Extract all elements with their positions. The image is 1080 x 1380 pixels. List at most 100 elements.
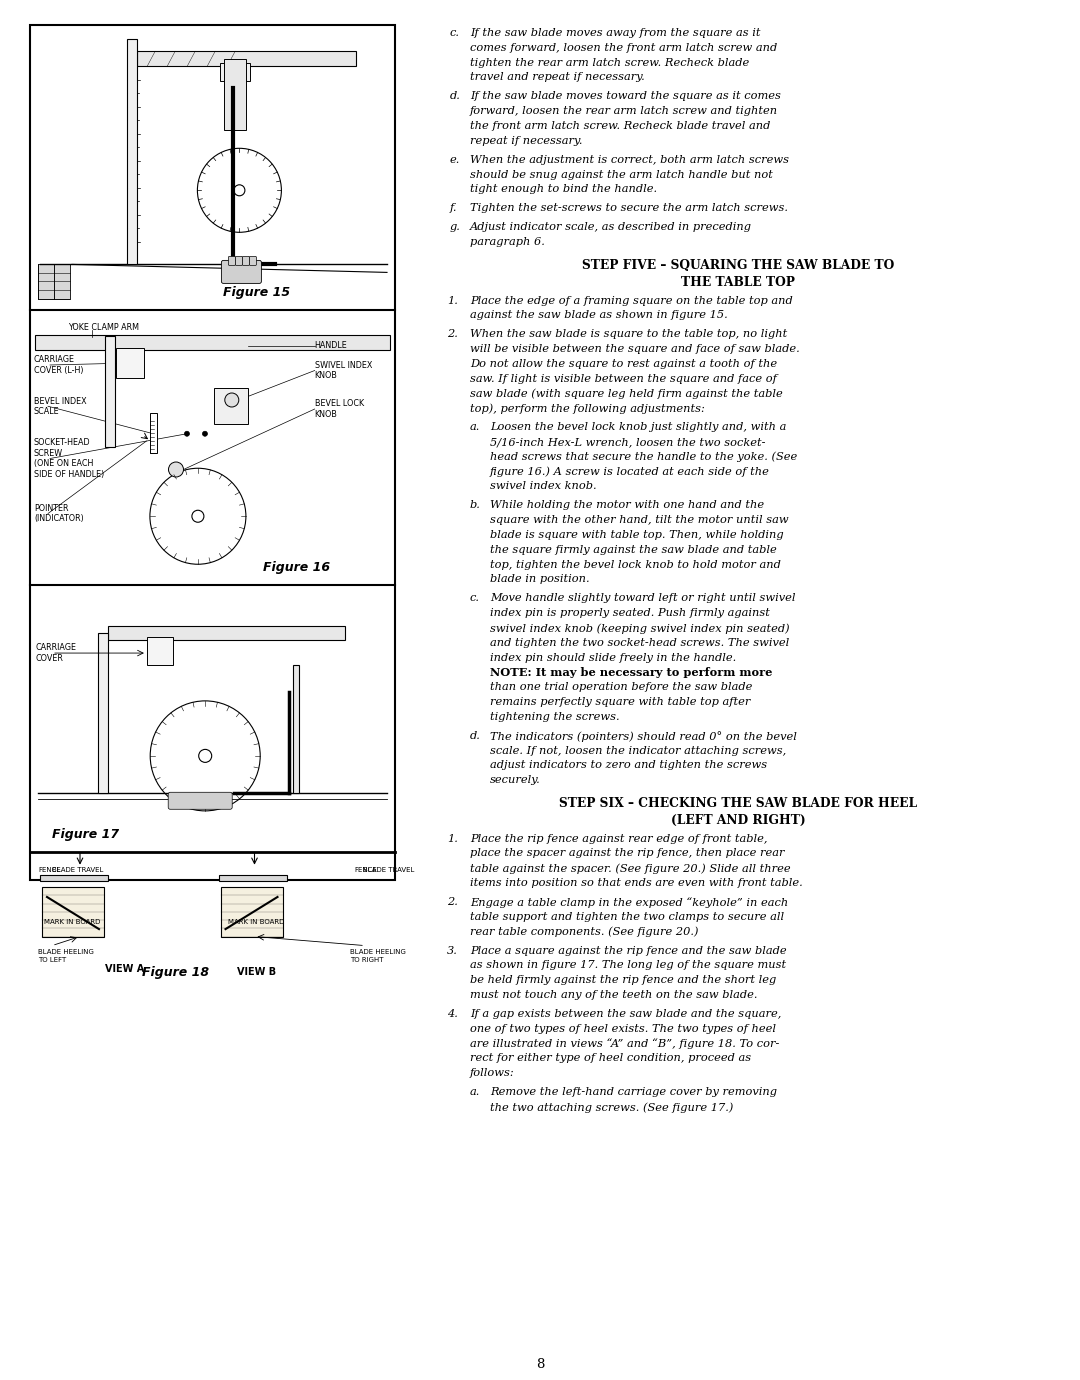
Text: Place the edge of a framing square on the table top and: Place the edge of a framing square on th… bbox=[470, 295, 793, 305]
Text: follows:: follows: bbox=[470, 1068, 515, 1078]
Text: square with the other hand, tilt the motor until saw: square with the other hand, tilt the mot… bbox=[490, 515, 788, 526]
Bar bbox=[214, 388, 247, 424]
Text: must not touch any of the teeth on the saw blade.: must not touch any of the teeth on the s… bbox=[470, 989, 757, 1000]
Text: comes forward, loosen the front arm latch screw and: comes forward, loosen the front arm latc… bbox=[470, 43, 778, 52]
Text: f.: f. bbox=[450, 203, 458, 214]
Text: securely.: securely. bbox=[490, 776, 541, 785]
Text: Figure 17: Figure 17 bbox=[52, 828, 119, 842]
Bar bbox=[218, 875, 286, 880]
Text: saw. If light is visible between the square and face of: saw. If light is visible between the squ… bbox=[470, 374, 777, 384]
Text: swivel index knob (keeping swivel index pin seated): swivel index knob (keeping swivel index … bbox=[490, 622, 789, 633]
Text: remains perfectly square with table top after: remains perfectly square with table top … bbox=[490, 697, 751, 707]
Bar bbox=[225, 59, 246, 130]
Text: c.: c. bbox=[450, 28, 460, 39]
Text: than one trial operation before the saw blade: than one trial operation before the saw … bbox=[490, 682, 753, 693]
Text: 2.: 2. bbox=[447, 330, 458, 339]
Text: d.: d. bbox=[450, 91, 461, 101]
Text: BLADE HEELING
TO LEFT: BLADE HEELING TO LEFT bbox=[38, 949, 94, 962]
Bar bbox=[30, 25, 395, 880]
Text: a.: a. bbox=[470, 1087, 481, 1097]
Text: blade in position.: blade in position. bbox=[490, 574, 590, 585]
Bar bbox=[35, 335, 390, 351]
Text: When the adjustment is correct, both arm latch screws: When the adjustment is correct, both arm… bbox=[470, 155, 789, 164]
Text: a.: a. bbox=[470, 422, 481, 432]
Text: head screws that secure the handle to the yoke. (See: head screws that secure the handle to th… bbox=[490, 451, 797, 462]
Text: BEVEL INDEX
SCALE: BEVEL INDEX SCALE bbox=[33, 396, 86, 415]
Text: travel and repeat if necessary.: travel and repeat if necessary. bbox=[470, 72, 645, 83]
Text: 1.: 1. bbox=[447, 834, 458, 843]
Text: BLADE HEELING
TO RIGHT: BLADE HEELING TO RIGHT bbox=[350, 949, 406, 962]
Text: Loosen the bevel lock knob just slightly and, with a: Loosen the bevel lock knob just slightly… bbox=[490, 422, 786, 432]
Text: rect for either type of heel condition, proceed as: rect for either type of heel condition, … bbox=[470, 1053, 751, 1064]
Text: against the saw blade as shown in figure 15.: against the saw blade as shown in figure… bbox=[470, 310, 728, 320]
Text: MARK IN BOARD: MARK IN BOARD bbox=[229, 919, 285, 925]
Text: blade is square with table top. Then, while holding: blade is square with table top. Then, wh… bbox=[490, 530, 784, 540]
Circle shape bbox=[199, 749, 212, 762]
Text: (LEFT AND RIGHT): (LEFT AND RIGHT) bbox=[671, 814, 806, 827]
Bar bbox=[137, 51, 356, 66]
Text: be held firmly against the rip fence and the short leg: be held firmly against the rip fence and… bbox=[470, 976, 777, 985]
Text: CARRIAGE
COVER: CARRIAGE COVER bbox=[35, 643, 76, 662]
Text: the square firmly against the saw blade and table: the square firmly against the saw blade … bbox=[490, 545, 777, 555]
Text: Place a square against the rip fence and the saw blade: Place a square against the rip fence and… bbox=[470, 945, 786, 955]
Text: place the spacer against the rip fence, then place rear: place the spacer against the rip fence, … bbox=[470, 849, 784, 858]
Text: Figure 15: Figure 15 bbox=[222, 286, 289, 298]
Bar bbox=[220, 63, 251, 81]
Text: If the saw blade moves away from the square as it: If the saw blade moves away from the squ… bbox=[470, 28, 760, 39]
Bar bbox=[127, 39, 137, 265]
Text: d.: d. bbox=[470, 731, 481, 741]
Text: top, tighten the bevel lock knob to hold motor and: top, tighten the bevel lock knob to hold… bbox=[490, 560, 781, 570]
Text: table against the spacer. (See figure 20.) Slide all three: table against the spacer. (See figure 20… bbox=[470, 864, 791, 874]
Circle shape bbox=[168, 462, 184, 477]
Text: Remove the left-hand carriage cover by removing: Remove the left-hand carriage cover by r… bbox=[490, 1087, 777, 1097]
Text: 3.: 3. bbox=[447, 945, 458, 955]
Text: rear table components. (See figure 20.): rear table components. (See figure 20.) bbox=[470, 926, 699, 937]
Text: BLADE TRAVEL: BLADE TRAVEL bbox=[52, 867, 104, 872]
Circle shape bbox=[185, 431, 189, 436]
Circle shape bbox=[202, 431, 207, 436]
Text: will be visible between the square and face of saw blade.: will be visible between the square and f… bbox=[470, 344, 800, 355]
FancyBboxPatch shape bbox=[242, 257, 249, 265]
Bar bbox=[38, 265, 70, 298]
Bar bbox=[98, 633, 108, 794]
Text: VIEW A: VIEW A bbox=[105, 965, 145, 974]
Text: e.: e. bbox=[450, 155, 460, 164]
Text: repeat if necessary.: repeat if necessary. bbox=[470, 135, 582, 146]
Text: figure 16.) A screw is located at each side of the: figure 16.) A screw is located at each s… bbox=[490, 466, 770, 477]
Bar bbox=[42, 887, 104, 937]
Text: 4.: 4. bbox=[447, 1009, 458, 1018]
Text: If a gap exists between the saw blade and the square,: If a gap exists between the saw blade an… bbox=[470, 1009, 781, 1018]
Text: top), perform the following adjustments:: top), perform the following adjustments: bbox=[470, 403, 705, 414]
FancyBboxPatch shape bbox=[221, 261, 261, 283]
Text: SWIVEL INDEX
KNOB: SWIVEL INDEX KNOB bbox=[314, 360, 373, 381]
Bar bbox=[117, 348, 145, 378]
Text: Move handle slightly toward left or right until swivel: Move handle slightly toward left or righ… bbox=[490, 593, 796, 603]
FancyBboxPatch shape bbox=[235, 257, 242, 265]
Text: should be snug against the arm latch handle but not: should be snug against the arm latch han… bbox=[470, 170, 773, 179]
Text: SOCKET-HEAD
SCREW
(ONE ON EACH
SIDE OF HANDLE): SOCKET-HEAD SCREW (ONE ON EACH SIDE OF H… bbox=[33, 439, 105, 479]
Text: the front arm latch screw. Recheck blade travel and: the front arm latch screw. Recheck blade… bbox=[470, 121, 770, 131]
Text: index pin is properly seated. Push firmly against: index pin is properly seated. Push firml… bbox=[490, 609, 770, 618]
Text: Place the rip fence against rear edge of front table,: Place the rip fence against rear edge of… bbox=[470, 834, 768, 843]
Text: one of two types of heel exists. The two types of heel: one of two types of heel exists. The two… bbox=[470, 1024, 777, 1034]
Text: tight enough to bind the handle.: tight enough to bind the handle. bbox=[470, 185, 657, 195]
Text: HANDLE: HANDLE bbox=[314, 341, 348, 351]
Text: and tighten the two socket-head screws. The swivel: and tighten the two socket-head screws. … bbox=[490, 638, 789, 647]
Text: as shown in figure 17. The long leg of the square must: as shown in figure 17. The long leg of t… bbox=[470, 960, 786, 970]
Text: Engage a table clamp in the exposed “keyhole” in each: Engage a table clamp in the exposed “key… bbox=[470, 897, 788, 908]
Bar bbox=[150, 413, 158, 453]
Text: tightening the screws.: tightening the screws. bbox=[490, 712, 620, 722]
Bar bbox=[220, 887, 283, 937]
Text: paragraph 6.: paragraph 6. bbox=[470, 237, 545, 247]
Text: FENCE: FENCE bbox=[354, 867, 377, 872]
Text: When the saw blade is square to the table top, no light: When the saw blade is square to the tabl… bbox=[470, 330, 787, 339]
Text: swivel index knob.: swivel index knob. bbox=[490, 482, 596, 491]
Text: 2.: 2. bbox=[447, 897, 458, 907]
Text: Figure 16: Figure 16 bbox=[262, 562, 330, 574]
Text: are illustrated in views “A” and “B”, figure 18. To cor-: are illustrated in views “A” and “B”, fi… bbox=[470, 1039, 780, 1049]
Text: BLADE TRAVEL: BLADE TRAVEL bbox=[363, 867, 415, 872]
FancyBboxPatch shape bbox=[228, 257, 235, 265]
Text: scale. If not, loosen the indicator attaching screws,: scale. If not, loosen the indicator atta… bbox=[490, 745, 786, 756]
Text: MARK IN BOARD: MARK IN BOARD bbox=[44, 919, 100, 925]
Text: 1.: 1. bbox=[447, 295, 458, 305]
